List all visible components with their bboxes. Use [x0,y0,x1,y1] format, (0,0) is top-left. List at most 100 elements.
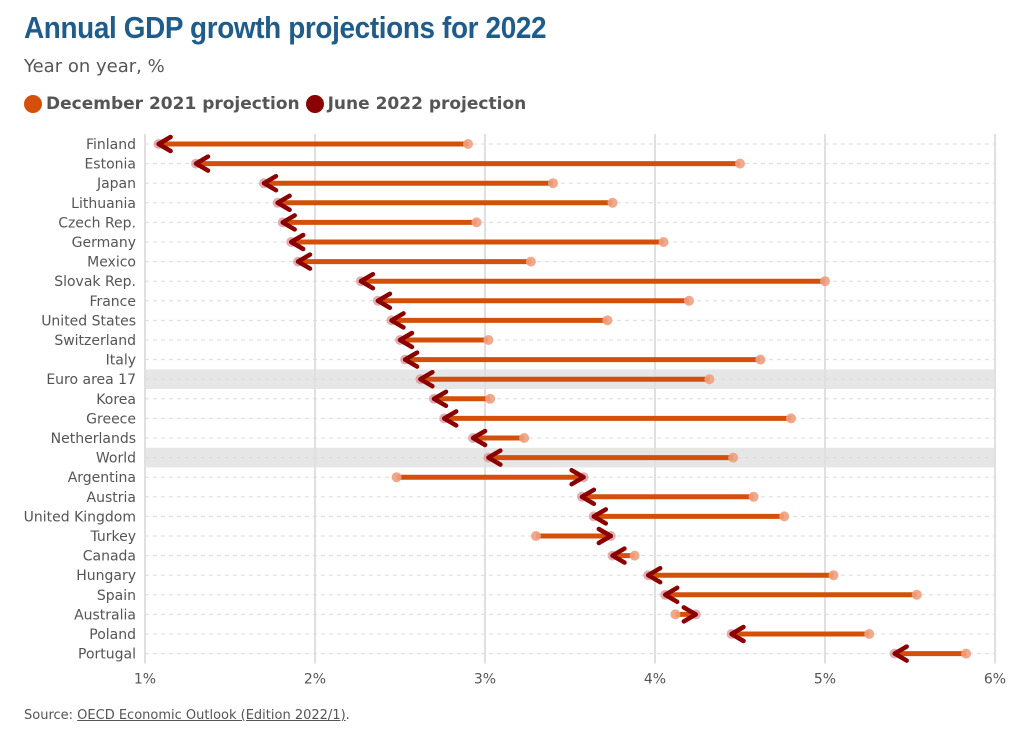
country-label: Argentina [68,470,136,486]
dec2021-point [670,609,681,620]
jun2022-arrow-icon [397,330,415,350]
dec2021-point [786,413,796,424]
dec2021-point [820,276,830,287]
page-subtitle: Year on year, % [24,56,165,77]
country-label: France [89,294,136,310]
country-label: Italy [106,353,136,369]
jun2022-arrow-icon [892,644,909,663]
country-label: Portugal [78,647,136,663]
legend-dot-june-2022-icon [305,95,324,113]
jun2022-arrow-icon [596,526,614,546]
jun2022-arrow-icon [486,448,503,467]
jun2022-arrow-icon [729,624,746,644]
legend-label-december-2021: December 2021 projection [46,94,300,114]
country-label: Switzerland [54,333,136,349]
jun2022-arrow-icon [579,487,597,507]
country-label: Canada [83,549,136,565]
jun2022-arrow-icon [569,467,586,487]
dec2021-point [525,256,536,267]
country-label: United States [41,313,136,329]
dec2021-point [658,237,669,247]
country-label: World [96,451,136,467]
source-suffix: . [345,708,350,723]
jun2022-arrow-icon [470,428,488,448]
country-label: Lithuania [71,196,136,212]
dec2021-point [602,315,613,326]
dec2021-point [607,197,618,208]
jun2022-arrow-icon [193,154,211,173]
jun2022-arrow-icon [358,271,376,291]
country-label: Netherlands [51,431,136,447]
dec2021-point [735,158,745,169]
x-tick-label: 2% [304,672,326,688]
dec2021-point [828,570,839,581]
legend-item-december-2021[interactable]: December 2021 projection [24,94,300,114]
country-label: Japan [96,176,136,192]
jun2022-arrow-icon [288,232,306,252]
dec2021-point [471,217,482,228]
country-label: Poland [89,627,136,643]
page-title: Annual GDP growth projections for 2022 [24,10,547,45]
country-label: Finland [86,137,136,153]
country-label: Turkey [89,529,136,545]
source-note: Source: OECD Economic Outlook (Edition 2… [24,708,350,723]
jun2022-arrow-icon [389,311,406,330]
country-label: Spain [97,588,136,604]
country-label: Greece [86,411,136,427]
jun2022-arrow-icon [295,252,313,271]
dec2021-point [684,295,694,306]
x-tick-label: 4% [644,672,666,688]
jun2022-arrow-icon [261,173,279,193]
source-prefix: Source: [24,708,78,723]
dec2021-point [463,139,473,149]
country-label: Mexico [87,255,136,271]
dec2021-point [485,393,496,404]
jun2022-arrow-icon [375,291,393,311]
dec2021-point [728,452,739,463]
legend-item-june-2022[interactable]: June 2022 projection [305,94,527,114]
jun2022-arrow-icon [681,605,699,624]
dec2021-point [961,648,972,659]
x-tick-label: 5% [814,672,836,688]
country-label: Czech Rep. [58,215,136,231]
jun2022-arrow-icon [280,213,297,232]
dec2021-point [629,550,640,561]
x-tick-label: 1% [134,672,156,688]
legend-dot-december-2021-icon [24,95,42,113]
country-label: United Kingdom [24,509,136,525]
country-label: Korea [96,392,136,408]
country-label: Hungary [76,568,136,584]
legend: December 2021 projection June 2022 proje… [24,94,532,114]
dec2021-point [391,472,402,483]
dec2021-point [519,433,530,443]
country-label: Australia [74,607,136,623]
jun2022-arrow-icon [402,350,420,369]
dec2021-point [755,354,766,365]
dec2021-point [911,589,922,600]
jun2022-arrow-icon [156,134,173,154]
dec2021-point [704,374,715,385]
country-label: Austria [87,490,136,506]
jun2022-arrow-icon [431,389,449,409]
source-link[interactable]: OECD Economic Outlook (Edition 2022/1) [77,708,346,723]
dec2021-point [864,629,875,639]
jun2022-arrow-icon [662,585,680,605]
dec2021-point [483,335,494,345]
dec2021-point [748,491,759,502]
jun2022-arrow-icon [610,546,627,565]
jun2022-arrow-icon [645,565,663,585]
country-label: Estonia [84,157,136,173]
dec2021-point [548,178,558,189]
country-label: Slovak Rep. [54,274,136,290]
dec2021-point [531,531,541,541]
dec2021-point [779,511,790,522]
x-tick-label: 6% [984,672,1006,688]
country-label: Germany [72,235,136,251]
jun2022-arrow-icon [418,369,435,389]
jun2022-arrow-icon [275,193,292,213]
jun2022-arrow-icon [441,409,459,428]
x-tick-label: 3% [474,672,496,688]
jun2022-arrow-icon [591,507,609,526]
legend-label-june-2022: June 2022 projection [327,94,527,114]
